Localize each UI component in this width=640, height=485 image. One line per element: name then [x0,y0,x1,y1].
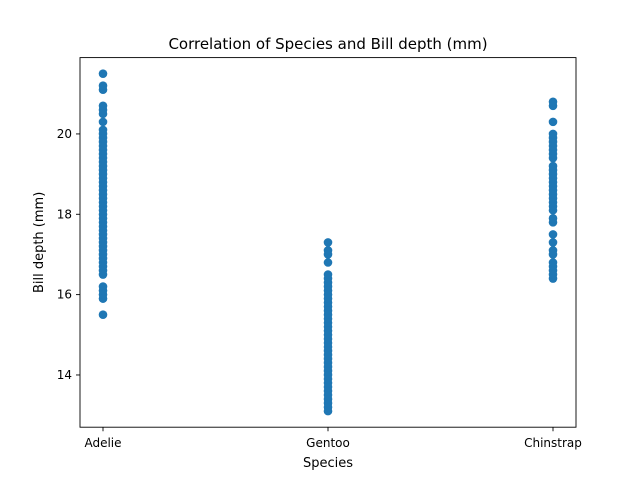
data-point [98,282,108,291]
data-point [548,214,558,223]
data-point [98,117,108,127]
data-point [548,129,558,139]
data-point [548,238,558,247]
x-axis: Adelie Gentoo Chinstrap [84,427,582,450]
x-axis-label: Species [303,456,353,471]
data-point [548,161,558,171]
data-point [98,81,108,91]
data-point [548,246,558,255]
y-axis-label: Bill depth (mm) [32,192,47,293]
data-point [548,97,558,107]
data-point [323,270,333,279]
y-tick-label: 18 [57,207,72,221]
data-point [323,246,333,255]
y-tick-label: 14 [57,368,72,382]
y-axis: 14 16 18 20 [57,127,80,382]
data-point [323,258,333,267]
data-point [98,310,108,320]
x-tick-label: Gentoo [306,436,350,450]
data-points [98,69,558,416]
y-tick-label: 20 [57,127,72,141]
x-tick-label: Adelie [84,436,121,450]
data-point [323,238,333,247]
data-point [548,230,558,239]
chart-title: Correlation of Species and Bill depth (m… [168,35,487,53]
data-point [98,69,108,78]
data-point [98,101,108,111]
y-tick-label: 16 [57,288,72,302]
data-point [548,117,558,127]
data-point [98,125,108,135]
data-point [548,258,558,267]
x-tick-label: Chinstrap [524,436,582,450]
